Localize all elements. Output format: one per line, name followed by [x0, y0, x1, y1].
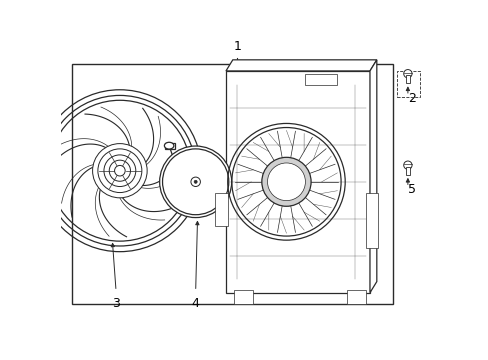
Ellipse shape	[92, 144, 147, 198]
Bar	[346, 290, 366, 304]
Ellipse shape	[403, 161, 411, 169]
Ellipse shape	[114, 166, 125, 176]
Bar	[72, 64, 392, 304]
Ellipse shape	[104, 155, 136, 186]
Ellipse shape	[190, 177, 200, 186]
Bar	[233, 290, 252, 304]
Ellipse shape	[261, 157, 310, 206]
Ellipse shape	[164, 142, 174, 149]
Bar	[225, 71, 369, 293]
Bar	[164, 143, 175, 149]
Text: 3: 3	[112, 297, 120, 310]
Bar	[405, 167, 409, 175]
Text: 2: 2	[407, 92, 415, 105]
Polygon shape	[225, 60, 376, 71]
Text: 5: 5	[407, 183, 415, 196]
Bar	[214, 193, 227, 226]
Polygon shape	[369, 60, 376, 293]
Ellipse shape	[403, 69, 411, 78]
Ellipse shape	[194, 180, 197, 183]
Text: 4: 4	[191, 297, 199, 310]
Ellipse shape	[159, 146, 231, 217]
Bar	[405, 75, 409, 84]
Bar	[366, 193, 377, 248]
Ellipse shape	[98, 149, 142, 193]
Ellipse shape	[267, 163, 305, 201]
Text: 1: 1	[233, 40, 241, 53]
Ellipse shape	[109, 160, 130, 181]
Ellipse shape	[162, 149, 228, 215]
Bar	[396, 71, 419, 97]
Bar	[305, 74, 336, 85]
